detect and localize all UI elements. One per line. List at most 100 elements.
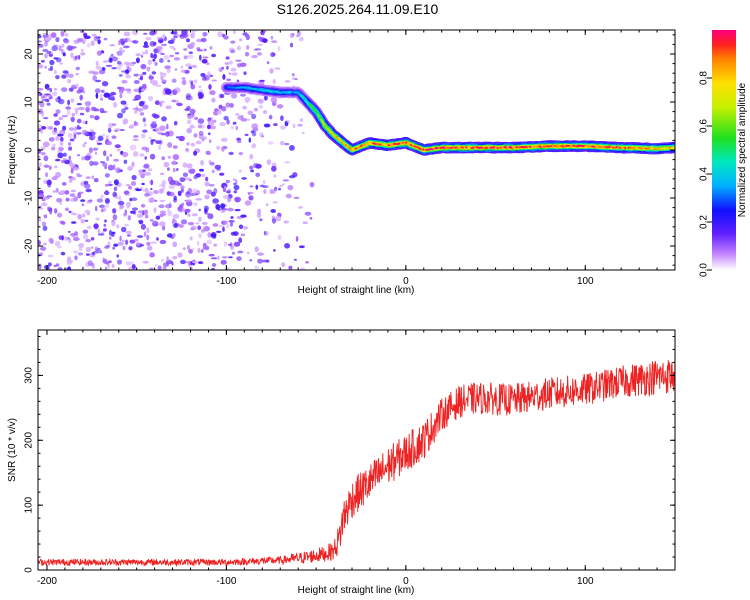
noise-point	[172, 255, 178, 260]
noise-point	[187, 245, 191, 251]
noise-point	[135, 188, 142, 192]
noise-point	[173, 57, 181, 61]
noise-point	[272, 78, 276, 84]
noise-point	[107, 127, 112, 133]
noise-point	[186, 142, 190, 146]
noise-point	[161, 116, 167, 122]
noise-point	[225, 56, 230, 60]
noise-point	[74, 126, 77, 131]
noise-point	[105, 135, 109, 140]
noise-point	[197, 261, 204, 265]
noise-point	[167, 167, 170, 171]
noise-point	[117, 86, 122, 90]
noise-point	[186, 163, 193, 169]
snr-line	[38, 358, 675, 568]
noise-point	[75, 109, 78, 115]
noise-point	[75, 172, 81, 175]
noise-point	[163, 55, 170, 60]
noise-point	[60, 251, 66, 256]
noise-point	[230, 67, 237, 72]
noise-point	[70, 116, 75, 123]
noise-point	[73, 237, 80, 242]
noise-point	[298, 245, 305, 249]
noise-point	[144, 172, 151, 176]
noise-point	[77, 154, 81, 157]
noise-point	[123, 45, 130, 49]
y-tick-label: -10	[24, 190, 35, 205]
colorbar: 0.0 0.2 0.4 0.6 0.8 Normalized spectral ampl…	[699, 30, 748, 277]
noise-point	[149, 153, 156, 160]
noise-point	[211, 79, 217, 82]
noise-point	[111, 234, 115, 237]
noise-point	[112, 246, 116, 250]
noise-point	[99, 98, 104, 101]
noise-point	[204, 181, 210, 187]
noise-point	[208, 253, 215, 257]
noise-point	[110, 91, 116, 95]
noise-point	[199, 92, 204, 99]
noise-point	[52, 129, 58, 135]
noise-point	[116, 112, 124, 119]
noise-point	[203, 48, 207, 52]
noise-point	[273, 174, 277, 178]
noise-point	[290, 42, 293, 48]
noise-point	[120, 100, 127, 105]
noise-point	[242, 105, 248, 110]
noise-point	[141, 133, 146, 139]
noise-point	[197, 124, 203, 129]
noise-point	[279, 184, 283, 188]
noise-point	[58, 116, 63, 121]
noise-point	[222, 226, 225, 232]
noise-point	[61, 182, 67, 186]
noise-point	[55, 75, 60, 80]
noise-point	[79, 30, 85, 33]
noise-point	[53, 88, 58, 91]
noise-point	[188, 249, 194, 254]
noise-point	[86, 104, 90, 109]
noise-point	[170, 38, 176, 42]
noise-point	[79, 94, 83, 101]
noise-point	[203, 225, 211, 232]
noise-point	[220, 203, 226, 210]
noise-point	[256, 212, 262, 218]
noise-point	[259, 79, 265, 82]
noise-point	[100, 93, 103, 99]
noise-point	[100, 194, 104, 199]
noise-point	[96, 198, 104, 203]
y-tick-label: 0	[24, 147, 35, 153]
noise-point	[119, 235, 122, 242]
noise-point	[162, 265, 167, 270]
noise-point	[143, 163, 150, 169]
noise-point	[207, 132, 211, 136]
noise-point	[239, 38, 243, 42]
noise-point	[111, 56, 119, 62]
noise-point	[57, 133, 64, 137]
noise-point	[64, 236, 68, 242]
noise-point	[38, 40, 42, 43]
noise-point	[38, 108, 44, 115]
noise-point	[143, 209, 148, 216]
noise-point	[96, 142, 103, 145]
noise-point	[173, 145, 178, 149]
noise-point	[223, 241, 228, 247]
noise-point	[83, 180, 89, 185]
x-tick-label: 100	[577, 576, 594, 587]
noise-point	[40, 146, 46, 151]
noise-point	[230, 231, 237, 236]
noise-point	[118, 74, 123, 77]
noise-point	[222, 194, 229, 199]
noise-point	[233, 241, 241, 247]
noise-point	[187, 221, 195, 226]
noise-point	[291, 73, 295, 77]
noise-point	[269, 68, 274, 74]
noise-point	[238, 152, 244, 156]
noise-point	[113, 243, 119, 247]
noise-point	[103, 37, 108, 41]
noise-point	[109, 236, 112, 240]
noise-point	[213, 243, 218, 247]
chart-title: S126.2025.264.11.09.E10	[276, 1, 439, 17]
noise-point	[84, 183, 91, 189]
noise-point	[160, 73, 167, 78]
noise-point	[240, 118, 248, 122]
noise-point	[162, 184, 166, 190]
